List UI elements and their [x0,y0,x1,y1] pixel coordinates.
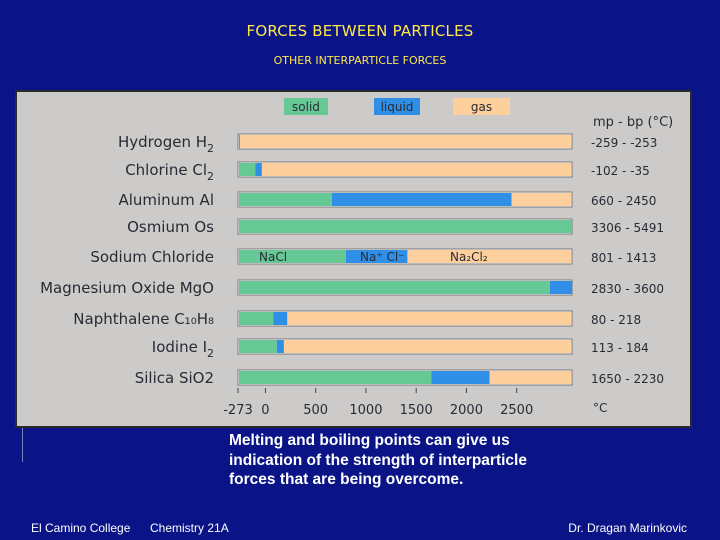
bar-solid-sodium-chloride [239,250,346,263]
range-label-hydrogen: -259 - -253 [591,136,657,150]
footer-college: El Camino College [31,521,131,535]
legend-swatch-liquid [374,98,420,115]
bar-liquid-chlorine [255,163,262,176]
x-tick-label: 1000 [349,403,382,418]
range-label-naphthalene: 80 - 218 [591,313,641,327]
x-tick-label: 1500 [400,403,433,418]
segment-label-liquid: Na⁺ Cl⁻ [360,250,405,264]
row-label-iodine: Iodine I2 [152,338,214,360]
slide-subtitle: OTHER INTERPARTICLE FORCES [273,54,447,67]
x-tick-label: 2000 [450,403,483,418]
range-label-magnesium-oxide: 2830 - 3600 [591,282,664,296]
row-label-osmium: Osmium Os [127,218,214,236]
footer-author: Dr. Dragan Marinkovic [568,521,687,535]
bar-gas-hydrogen [240,135,571,148]
segment-label-solid: NaCl [259,250,287,264]
footer-course: Chemistry 21A [150,521,229,535]
row-label-chlorine: Chlorine Cl2 [125,161,214,183]
range-label-chlorine: -102 - -35 [591,164,650,178]
bar-solid-iodine [239,340,277,353]
range-label-iodine: 113 - 184 [591,341,649,355]
row-label-aluminum: Aluminum Al [118,191,214,209]
range-label-aluminum: 660 - 2450 [591,194,656,208]
bar-liquid-hydrogen [239,135,241,148]
divider-line [22,428,23,462]
segment-label-gas: Na₂Cl₂ [450,250,488,264]
bar-liquid-aluminum [331,193,512,206]
bar-liquid-silica [431,371,490,384]
caption-text: Melting and boiling points can give us i… [229,432,527,488]
row-label-hydrogen: Hydrogen H2 [118,133,214,155]
x-tick-label: -273 [223,403,253,418]
bar-solid-silica [239,371,432,384]
bar-solid-magnesium-oxide [239,281,550,294]
x-tick-label: 2500 [500,403,533,418]
range-label-silica: 1650 - 2230 [591,372,664,386]
bar-gas-sodium-chloride [407,250,571,263]
chart-panel: solid liquid gas mp - bp (°C) Hydrogen H2 -25… [15,90,692,428]
row-label-naphthalene: Naphthalene C₁₀H₈ [73,310,214,328]
range-label-sodium-chloride: 801 - 1413 [591,251,656,265]
legend-label-solid: solid [292,100,320,114]
bar-gas-iodine [283,340,571,353]
row-label-magnesium-oxide: Magnesium Oxide MgO [40,279,214,297]
range-label-osmium: 3306 - 5491 [591,221,664,235]
x-tick-label: 500 [303,403,328,418]
bar-liquid-magnesium-oxide [549,281,572,294]
x-axis-unit: °C [593,401,607,415]
legend-label-liquid: liquid [381,100,414,114]
bar-solid-osmium [239,220,572,233]
bar-gas-silica [489,371,571,384]
bar-gas-aluminum [511,193,571,206]
row-label-silica: Silica SiO2 [135,369,214,387]
bar-solid-aluminum [239,193,332,206]
bar-liquid-naphthalene [273,312,288,325]
legend-swatch-solid [284,98,328,115]
bar-solid-chlorine [239,163,256,176]
legend-swatch-gas [453,98,510,115]
bar-gas-naphthalene [287,312,571,325]
bar-solid-naphthalene [239,312,274,325]
bar-gas-chlorine [261,163,571,176]
phase-chart: solid liquid gas mp - bp (°C) Hydrogen H2 -25… [40,98,673,418]
slide-title: FORCES BETWEEN PARTICLES [246,22,474,40]
legend-label-gas: gas [471,100,492,114]
bar-liquid-iodine [276,340,284,353]
x-tick-label: 0 [261,403,269,418]
row-label-sodium-chloride: Sodium Chloride [90,248,214,266]
bar-liquid-sodium-chloride [345,250,408,263]
range-header: mp - bp (°C) [593,115,673,130]
